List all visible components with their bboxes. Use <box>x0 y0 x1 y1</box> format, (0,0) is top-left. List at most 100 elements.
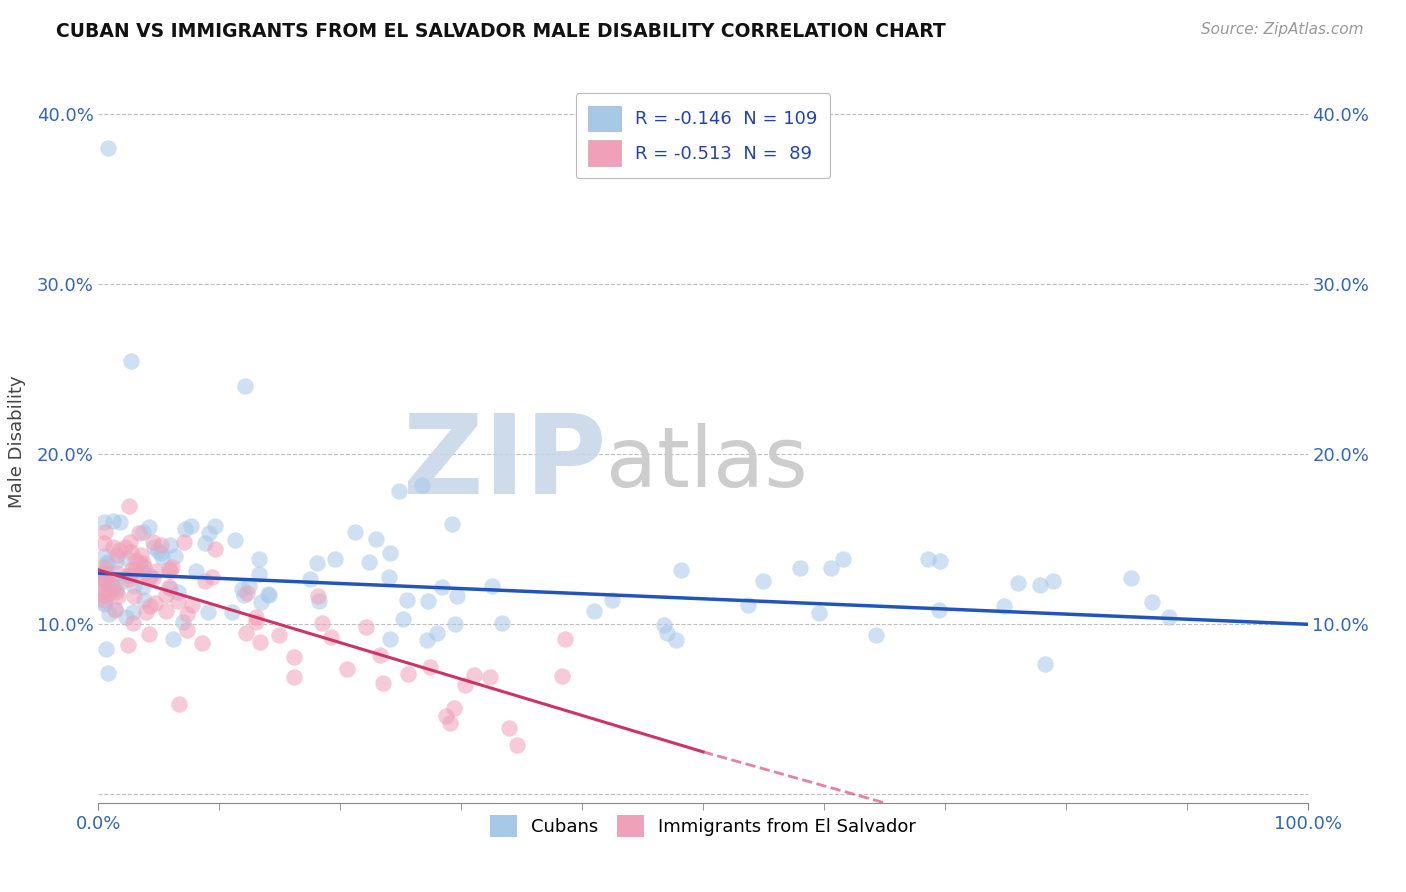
Point <box>388 483 411 498</box>
Point <box>257 588 280 602</box>
Point <box>117 638 139 652</box>
Point <box>238 579 260 593</box>
Point <box>96 566 118 581</box>
Point <box>172 615 194 630</box>
Point <box>131 564 153 578</box>
Point <box>143 596 166 610</box>
Point <box>93 560 115 574</box>
Point <box>454 678 477 692</box>
Point <box>307 556 329 570</box>
Point <box>224 533 246 547</box>
Point <box>198 526 221 541</box>
Point <box>93 566 115 580</box>
Point <box>439 716 461 731</box>
Text: ZIP: ZIP <box>404 409 606 516</box>
Point <box>600 593 623 607</box>
Point <box>114 550 136 565</box>
Point <box>235 586 257 600</box>
Point <box>93 588 115 602</box>
Point <box>665 632 688 647</box>
Point <box>129 567 152 582</box>
Point <box>162 632 184 646</box>
Point <box>94 642 117 657</box>
Point <box>97 586 120 600</box>
Point <box>104 585 127 599</box>
Point <box>167 594 190 608</box>
Point <box>832 552 855 566</box>
Point <box>307 590 329 604</box>
Point <box>463 667 485 681</box>
Point <box>176 623 198 637</box>
Point <box>93 566 115 581</box>
Point <box>135 605 157 619</box>
Point <box>98 577 121 591</box>
Y-axis label: Male Disability: Male Disability <box>7 376 25 508</box>
Point <box>491 615 513 630</box>
Point <box>155 589 177 603</box>
Point <box>114 541 136 555</box>
Point <box>128 526 150 541</box>
Point <box>138 626 160 640</box>
Point <box>146 543 169 558</box>
Point <box>233 588 256 602</box>
Point <box>93 583 115 598</box>
Point <box>245 615 267 629</box>
Point <box>820 560 842 574</box>
Point <box>336 662 359 676</box>
Point <box>118 572 141 586</box>
Point <box>97 141 120 155</box>
Point <box>150 550 173 565</box>
Point <box>396 667 419 681</box>
Point <box>807 606 830 620</box>
Text: Source: ZipAtlas.com: Source: ZipAtlas.com <box>1201 22 1364 37</box>
Point <box>101 581 124 595</box>
Point <box>96 555 118 569</box>
Point <box>443 700 465 714</box>
Point <box>247 552 270 566</box>
Point <box>364 533 387 547</box>
Point <box>104 573 127 587</box>
Point <box>104 554 127 568</box>
Point <box>354 620 377 634</box>
Point <box>929 554 952 568</box>
Point <box>249 566 271 581</box>
Point <box>150 546 173 560</box>
Point <box>311 616 333 631</box>
Point <box>118 568 141 582</box>
Point <box>143 540 166 554</box>
Point <box>245 609 267 624</box>
Point <box>138 520 160 534</box>
Point <box>1121 571 1143 585</box>
Point <box>1029 578 1052 592</box>
Point <box>118 500 141 514</box>
Point <box>110 575 132 590</box>
Point <box>176 607 198 621</box>
Point <box>125 553 148 567</box>
Point <box>93 596 115 610</box>
Point <box>204 542 226 557</box>
Point <box>554 632 576 647</box>
Point <box>157 561 180 575</box>
Point <box>101 514 124 528</box>
Point <box>308 594 330 608</box>
Point <box>167 698 190 712</box>
Point <box>257 587 280 601</box>
Point <box>93 593 115 607</box>
Point <box>93 536 115 550</box>
Point <box>416 594 439 608</box>
Legend: Cubans, Immigrants from El Salvador: Cubans, Immigrants from El Salvador <box>482 808 924 845</box>
Point <box>121 353 143 368</box>
Point <box>1140 595 1163 609</box>
Point <box>105 566 128 581</box>
Point <box>440 517 463 532</box>
Point <box>132 592 155 607</box>
Point <box>378 570 401 584</box>
Point <box>865 628 887 642</box>
Point <box>121 615 143 630</box>
Point <box>105 548 128 562</box>
Point <box>93 572 115 586</box>
Point <box>96 574 118 588</box>
Point <box>323 552 346 566</box>
Point <box>138 571 160 585</box>
Point <box>1157 610 1180 624</box>
